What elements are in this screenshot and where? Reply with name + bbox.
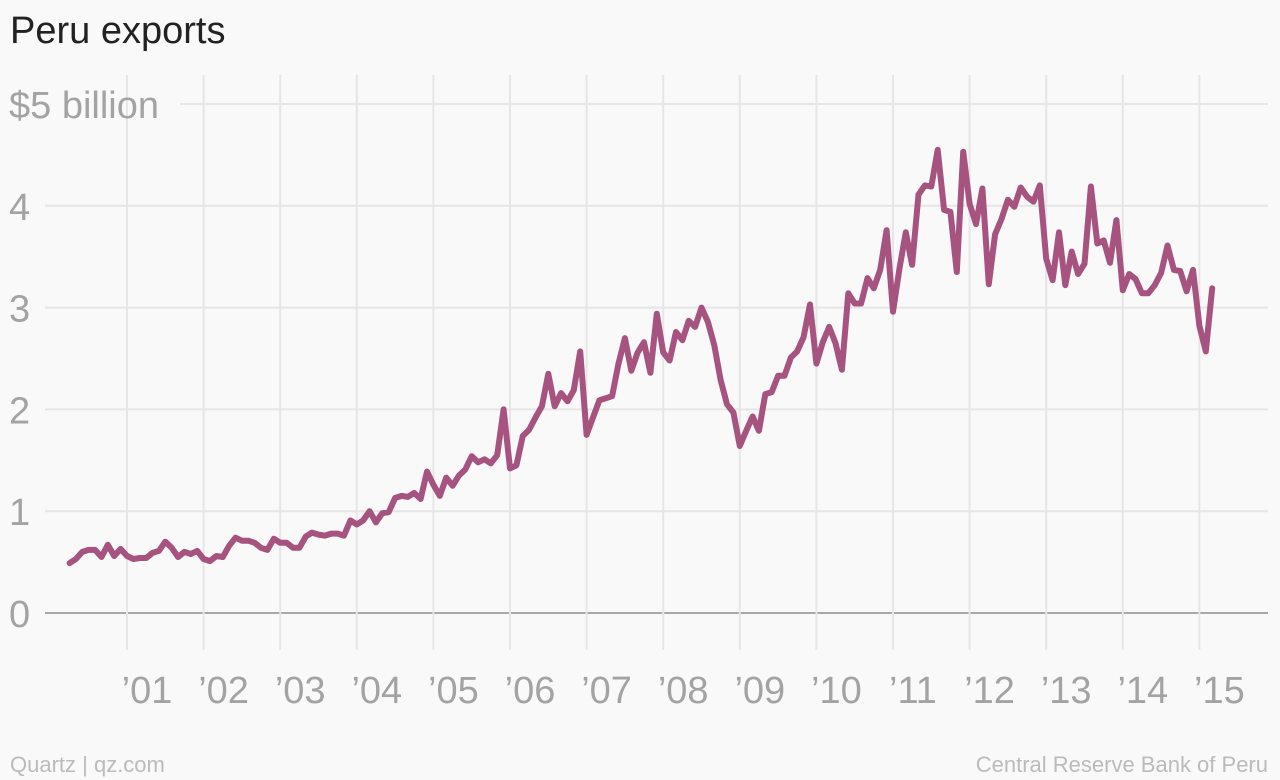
x-tick-label: ’15 [1194, 670, 1245, 712]
x-tick-label: ’07 [581, 670, 632, 712]
x-tick-label: ’02 [198, 670, 249, 712]
x-tick-label: ’09 [734, 670, 785, 712]
series [66, 146, 1216, 567]
x-tick-label: ’12 [964, 670, 1015, 712]
x-tick-label: ’03 [275, 670, 326, 712]
y-tick-label: 2 [9, 390, 30, 432]
y-tick-label: 3 [9, 289, 30, 331]
x-tick-label: ’11 [889, 670, 937, 712]
x-tick-label: ’06 [505, 670, 556, 712]
x-tick-label: ’13 [1041, 670, 1092, 712]
chart-title: Peru exports [10, 10, 226, 52]
x-tick-label: ’14 [1117, 670, 1168, 712]
x-tick-label: ’05 [428, 670, 479, 712]
y-tick-label: 4 [9, 187, 30, 229]
y-tick-label: $5 billion [9, 85, 159, 127]
x-tick-label: ’10 [811, 670, 862, 712]
y-tick-label: 1 [9, 492, 30, 534]
series-line [66, 146, 1216, 567]
grid [45, 75, 1268, 650]
footer-source-brand: Quartz | qz.com [10, 752, 165, 777]
footer-data-source: Central Reserve Bank of Peru [975, 752, 1268, 777]
x-tick-label: ’01 [122, 670, 173, 712]
x-axis-ticks: ’01 ’02 ’03 ’04 ’05 ’06 ’07 ’08 ’09 ’10 ’11 ’12 ’13 ’… [122, 670, 1245, 712]
x-tick-label: ’04 [351, 670, 402, 712]
line-chart: $5 billion 4 3 2 1 0 ’01 ’02 ’03 ’04 ’05 ’06 ’07 ’08… [9, 75, 1268, 712]
y-tick-label: 0 [9, 594, 30, 636]
x-tick-label: ’08 [658, 670, 709, 712]
y-axis-ticks: $5 billion 4 3 2 1 0 [9, 85, 159, 636]
